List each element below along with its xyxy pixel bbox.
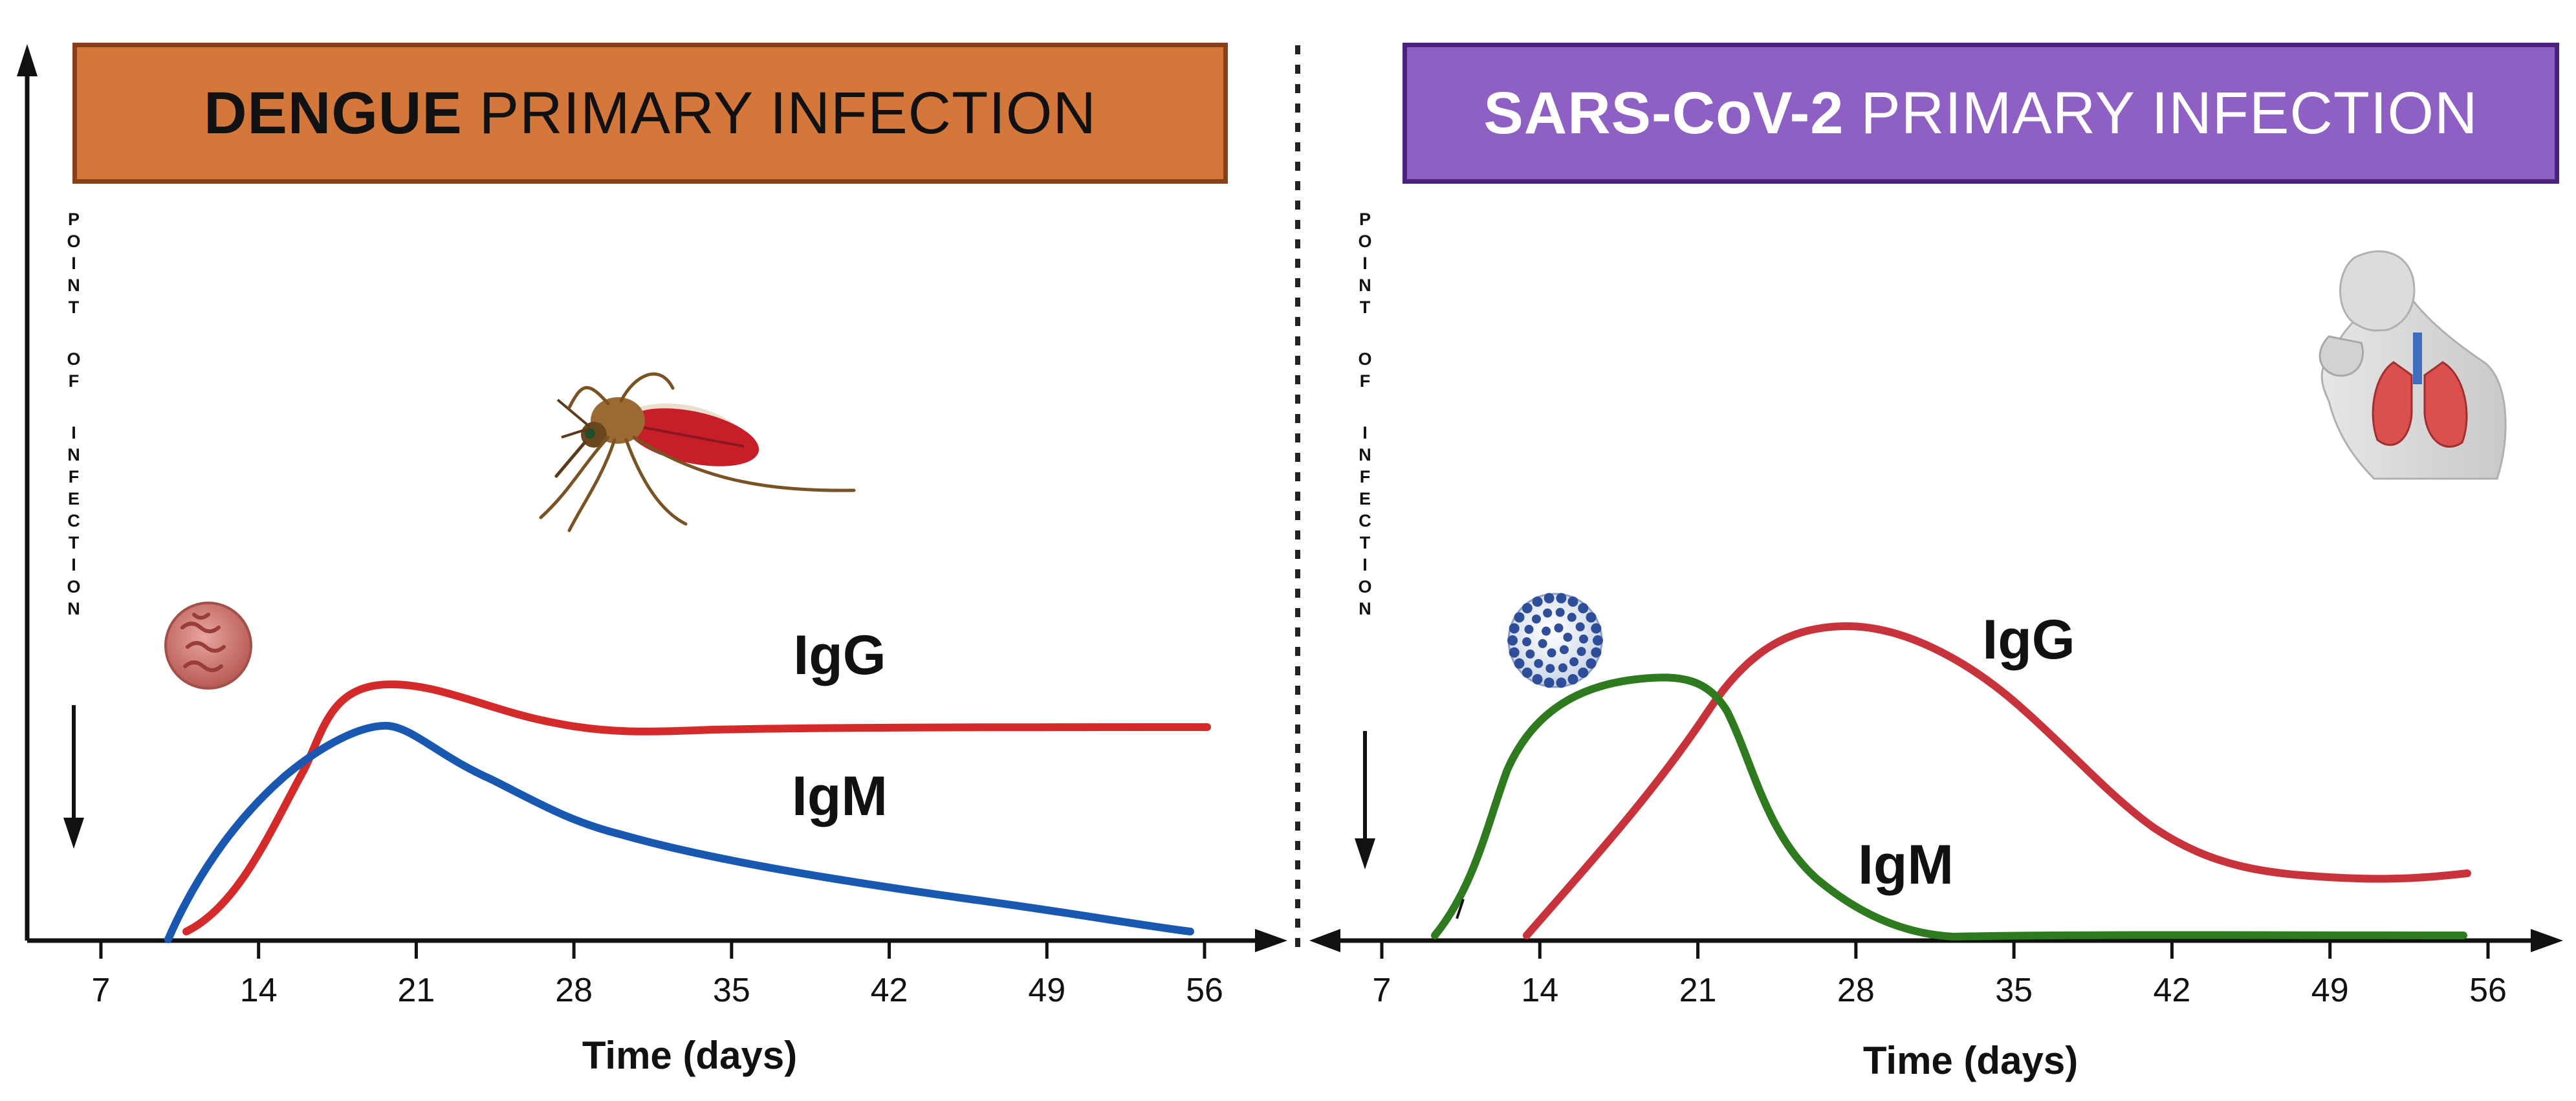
spike-protein: [1593, 635, 1603, 646]
sars-banner: SARS-CoV-2 PRIMARY INFECTION: [1403, 43, 2559, 184]
dengue-tick-label-49: 49: [1028, 972, 1065, 1009]
spike-protein: [1532, 674, 1543, 685]
sars-tick-label-49: 49: [2311, 972, 2349, 1009]
spike-protein: [1563, 633, 1573, 642]
sars-x-axis-left-arrow: [1309, 929, 1340, 952]
sars-banner-rest: PRIMARY INFECTION: [1861, 80, 2478, 146]
spike-protein: [1522, 637, 1532, 647]
coughing-person-lungs-icon: [2319, 250, 2507, 480]
spike-protein: [1544, 593, 1555, 604]
spike-protein: [1542, 626, 1551, 636]
dengue-tick-label-42: 42: [871, 972, 908, 1009]
mosquito-icon: [539, 372, 856, 532]
spike-protein: [1509, 623, 1520, 634]
sars-point-of-infection-arrow: [1355, 731, 1375, 869]
dengue-banner-rest: PRIMARY INFECTION: [479, 80, 1097, 146]
spike-protein: [1578, 667, 1589, 678]
spike-protein: [1538, 638, 1547, 648]
sars-igm-label: IgM: [1858, 834, 1954, 896]
dengue-tick-label-28: 28: [555, 972, 593, 1009]
spike-protein: [1522, 667, 1533, 678]
spike-protein: [1543, 608, 1553, 618]
dengue-tick-label-14: 14: [240, 972, 278, 1009]
spike-protein: [1586, 658, 1597, 669]
dengue-point-of-infection-arrow: [63, 705, 84, 849]
sars-x-axis-right-arrow: [2531, 929, 2563, 952]
dengue-tick-label-35: 35: [713, 972, 750, 1009]
spike-protein: [1558, 663, 1567, 673]
dengue-y-axis-arrow: [17, 44, 38, 76]
spike-protein: [1556, 593, 1567, 604]
dengue-igg-label: IgG: [793, 624, 886, 686]
spike-protein: [1514, 658, 1525, 669]
spike-protein: [1586, 612, 1597, 623]
dengue-x-ticks: 7 14 21 28 35 42 49 56: [92, 941, 1223, 1009]
spike-protein: [1514, 612, 1525, 623]
spike-protein: [1591, 647, 1602, 658]
dengue-igm-label: IgM: [792, 765, 888, 827]
sars-igm-curve: [1431, 673, 2467, 941]
sars-axes: 7 14 21 28 35 42 49 56 Time (days): [1309, 929, 2563, 1082]
dengue-banner-bold: DENGUE: [204, 80, 463, 146]
dengue-banner: DENGUE PRIMARY INFECTION: [72, 43, 1228, 184]
dengue-virus-icon: [164, 602, 252, 690]
dengue-x-axis-arrow: [1255, 929, 1287, 952]
spike-protein: [1567, 674, 1578, 685]
sars-igg-label: IgG: [1982, 609, 2075, 671]
spike-protein: [1578, 603, 1589, 614]
coronavirus-icon: [1507, 593, 1603, 688]
spike-protein: [1567, 596, 1578, 607]
spike-protein: [1569, 657, 1579, 667]
dengue-igm-curve: [164, 721, 1194, 943]
sars-x-label: Time (days): [1863, 1039, 2078, 1082]
spike-protein: [1525, 649, 1535, 659]
spike-protein: [1554, 623, 1564, 633]
sars-tick-label-21: 21: [1679, 972, 1717, 1009]
sars-banner-bold: SARS-CoV-2: [1483, 80, 1844, 146]
spike-protein: [1547, 648, 1556, 658]
spike-protein: [1555, 607, 1565, 617]
spike-protein: [1591, 623, 1602, 634]
sars-tick-label-42: 42: [2154, 972, 2191, 1009]
spike-protein: [1575, 622, 1585, 631]
spike-protein: [1522, 603, 1533, 614]
sars-tick-label-35: 35: [1995, 972, 2033, 1009]
spike-protein: [1509, 647, 1520, 658]
dengue-axes: 7 14 21 28 35 42 49 56 Time (days): [17, 44, 1287, 1077]
spike-protein: [1559, 645, 1569, 655]
sars-small-marker: [1456, 899, 1465, 919]
spike-protein: [1544, 677, 1555, 688]
spike-protein: [1531, 614, 1541, 624]
sars-tick-label-14: 14: [1521, 972, 1558, 1009]
spike-protein: [1545, 664, 1555, 673]
dengue-x-label: Time (days): [582, 1034, 797, 1077]
spike-protein: [1556, 677, 1567, 688]
spike-protein: [1507, 635, 1518, 646]
spike-protein: [1532, 596, 1543, 607]
sars-x-ticks: 7 14 21 28 35 42 49 56: [1373, 941, 2507, 1009]
dengue-tick-label-7: 7: [92, 972, 111, 1009]
spike-protein: [1567, 613, 1577, 622]
sars-tick-label-28: 28: [1837, 972, 1875, 1009]
dengue-tick-label-56: 56: [1186, 972, 1223, 1009]
sars-tick-label-7: 7: [1373, 972, 1392, 1009]
dengue-igg-curve: [182, 680, 1211, 935]
spike-protein: [1524, 624, 1534, 634]
dengue-tick-label-21: 21: [398, 972, 435, 1009]
spike-protein: [1578, 634, 1588, 644]
spike-protein: [1577, 647, 1586, 657]
sars-tick-label-56: 56: [2469, 972, 2507, 1009]
sars-igg-curve: [1523, 622, 2471, 939]
spike-protein: [1534, 659, 1544, 668]
